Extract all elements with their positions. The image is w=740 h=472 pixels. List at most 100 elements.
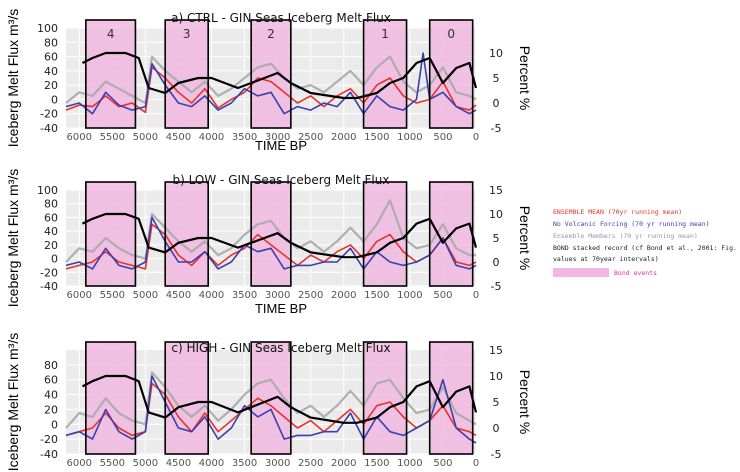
x-tick-label: 1000: [397, 290, 422, 301]
series-members: [65, 371, 477, 429]
x-tick-label: 4000: [199, 458, 224, 469]
bond-event-frame: [85, 19, 137, 129]
x-axis-label: TIME BP: [255, 138, 307, 153]
y2-tick-label: 10: [489, 47, 503, 60]
x-tick-label: 2000: [331, 458, 356, 469]
x-tick-label: 3500: [232, 290, 257, 301]
legend-members: Ensemble Members (70 yr running mean): [553, 232, 698, 240]
y-tick-label: 40: [44, 389, 58, 402]
bond-event-frame: [164, 19, 209, 129]
bond-event-label: 1: [381, 27, 389, 41]
y-tick-label: -40: [40, 280, 58, 293]
y-tick-label: 40: [44, 65, 58, 78]
y-axis-label: Iceberg Melt Flux m³/s: [5, 333, 21, 471]
y2-tick-label: 5: [493, 396, 500, 409]
x-tick-label: 4500: [166, 132, 191, 143]
y2-tick-label: 15: [489, 344, 503, 357]
y2-tick-label: 5: [493, 232, 500, 245]
series-no-volcanic: [65, 52, 477, 115]
bond-event-band: [363, 182, 407, 286]
series-bond-record: [82, 51, 478, 100]
series-no-volcanic: [65, 216, 477, 270]
bond-event-frame: [362, 341, 408, 455]
y-tick-label: 40: [44, 225, 58, 238]
y2-tick-label: -5: [491, 448, 502, 461]
bond-event-frame: [164, 181, 209, 287]
y2-tick-label: -5: [491, 122, 502, 135]
bond-event-label: 3: [183, 27, 191, 41]
legend-bond-line-2: values at 70year intervals): [553, 255, 659, 263]
x-tick-label: 2500: [298, 132, 323, 143]
x-tick-label: 1000: [397, 458, 422, 469]
y2-tick-label: 0: [493, 422, 500, 435]
y-tick-label: 60: [44, 211, 58, 224]
x-tick-label: 1500: [364, 290, 389, 301]
x-tick-label: 0: [473, 132, 479, 143]
y-tick-label: 100: [37, 22, 58, 35]
y-tick-label: 80: [44, 36, 58, 49]
y-axis-label: Iceberg Melt Flux m³/s: [5, 9, 21, 147]
y2-tick-label: 0: [493, 256, 500, 269]
x-tick-label: 3500: [232, 458, 257, 469]
y-tick-label: -20: [40, 433, 58, 446]
panel-title: b) LOW - GIN Seas Iceberg Melt Flux: [173, 173, 390, 187]
y-tick-label: 100: [37, 184, 58, 197]
y-tick-label: 20: [44, 403, 58, 416]
x-tick-label: 6000: [66, 458, 91, 469]
series-members: [65, 199, 476, 263]
x-tick-label: 4500: [166, 290, 191, 301]
x-tick-label: 3000: [265, 458, 290, 469]
x-tick-label: 0: [473, 290, 479, 301]
x-tick-label: 6000: [66, 132, 91, 143]
y-tick-label: 0: [51, 418, 58, 431]
x-tick-label: 500: [433, 458, 452, 469]
panel-title: a) CTRL - GIN Seas Iceberg Melt Flux: [171, 11, 391, 25]
series-no-volcanic: [65, 375, 477, 444]
y-tick-label: 60: [44, 51, 58, 64]
x-tick-label: 3000: [265, 132, 290, 143]
series-members: [65, 55, 477, 105]
y2-axis-label: Percent %: [517, 46, 533, 111]
y-tick-label: -40: [40, 122, 58, 135]
x-tick-label: 2000: [331, 132, 356, 143]
y2-axis-label: Percent %: [517, 206, 533, 271]
x-tick-label: 5500: [100, 290, 125, 301]
y2-tick-label: 15: [489, 184, 503, 197]
bond-event-band: [251, 182, 291, 286]
legend-events: Bond events: [614, 269, 657, 277]
legend-ensemble: ENSEMBLE MEAN (70yr running mean): [553, 208, 682, 216]
x-tick-label: 1500: [364, 132, 389, 143]
bond-event-label: 4: [107, 27, 115, 41]
panel-3: c) HIGH - GIN Seas Iceberg Melt Flux6000…: [5, 333, 533, 471]
x-tick-label: 4500: [166, 458, 191, 469]
x-tick-label: 3000: [265, 290, 290, 301]
x-tick-label: 2000: [331, 290, 356, 301]
bond-event-frame: [428, 19, 474, 129]
bond-event-band: [363, 342, 407, 454]
x-tick-label: 0: [473, 458, 479, 469]
panel-1: 4 3 2 1 0a) CTRL - GIN Seas Iceberg Melt Flu…: [5, 9, 533, 153]
y2-tick-label: 0: [493, 97, 500, 110]
bond-event-frame: [250, 19, 292, 129]
x-tick-label: 1000: [397, 132, 422, 143]
bond-event-frame: [250, 341, 292, 455]
x-tick-label: 2500: [298, 458, 323, 469]
x-tick-label: 6000: [66, 290, 91, 301]
y2-tick-label: 10: [489, 370, 503, 383]
legend-bond-line-1: BOND stacked record (cf Bond et al., 200…: [553, 244, 740, 252]
x-axis-label: TIME BP: [255, 301, 307, 316]
bond-event-label: 0: [447, 27, 455, 41]
series-bond-record: [81, 374, 478, 424]
bond-event-frame: [428, 181, 474, 287]
bond-event-band: [165, 20, 209, 128]
legend: ENSEMBLE MEAN (70yr running mean) No Vol…: [553, 208, 740, 277]
bond-event-band: [85, 182, 136, 286]
bond-event-frame: [362, 19, 408, 129]
series-bond-record: [82, 212, 478, 259]
x-tick-label: 2500: [298, 290, 323, 301]
legend-novolcanic: No Volcanic Forcing (70 yr running mean): [553, 220, 710, 228]
y-tick-label: 0: [51, 253, 58, 266]
y-axis-label: Iceberg Melt Flux m³/s: [5, 169, 21, 307]
